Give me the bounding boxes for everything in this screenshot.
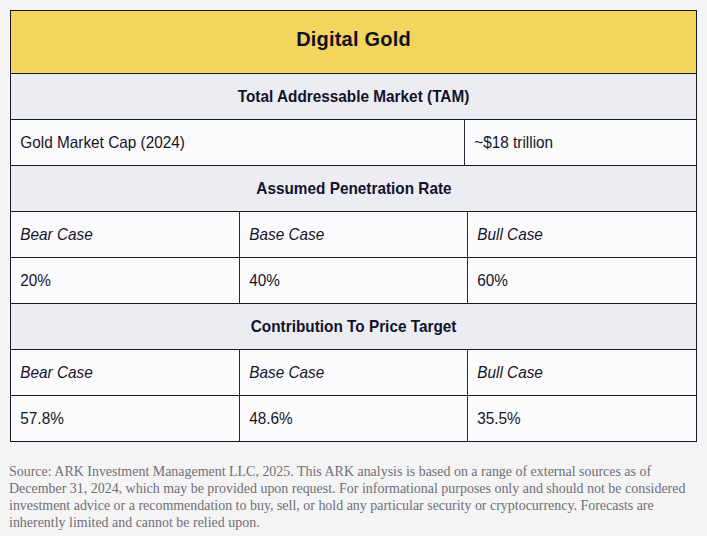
table-cell: Bear Case bbox=[11, 350, 223, 395]
table-row: Bear Case Base Case Bull Case bbox=[11, 349, 696, 395]
table-cell: Bear Case bbox=[11, 212, 223, 257]
digital-gold-table: Digital Gold Total Addressable Market (T… bbox=[10, 10, 697, 442]
table-cell: Gold Market Cap (2024) bbox=[11, 120, 432, 165]
table-title: Digital Gold bbox=[296, 28, 411, 51]
section-header-label: Total Addressable Market (TAM) bbox=[238, 87, 470, 106]
table-cell: 35.5% bbox=[467, 396, 680, 441]
table-cell: 48.6% bbox=[239, 396, 452, 441]
table-row: Gold Market Cap (2024) ~$18 trillion bbox=[11, 119, 696, 165]
table-row: Bear Case Base Case Bull Case bbox=[11, 211, 696, 257]
source-disclaimer: Source: ARK Investment Management LLC, 2… bbox=[9, 463, 707, 531]
source-disclaimer-line: inherently limited and cannot be relied … bbox=[9, 514, 685, 531]
table-title-row: Digital Gold bbox=[11, 11, 696, 73]
table-cell: 60% bbox=[467, 258, 680, 303]
source-disclaimer-line: Source: ARK Investment Management LLC, 2… bbox=[9, 463, 685, 480]
source-disclaimer-line: investment advice or a recommendation to… bbox=[9, 497, 685, 514]
table-cell: 20% bbox=[11, 258, 223, 303]
section-header-penetration: Assumed Penetration Rate bbox=[11, 165, 696, 211]
table-cell: Bull Case bbox=[467, 212, 680, 257]
table-cell: Base Case bbox=[239, 350, 452, 395]
source-disclaimer-line: December 31, 2024, which may be provided… bbox=[9, 480, 685, 497]
section-header-label: Contribution To Price Target bbox=[251, 317, 457, 336]
table-row: 57.8% 48.6% 35.5% bbox=[11, 395, 696, 441]
table-cell: ~$18 trillion bbox=[464, 120, 680, 165]
table-cell: Base Case bbox=[239, 212, 452, 257]
section-header-tam: Total Addressable Market (TAM) bbox=[11, 73, 696, 119]
table-cell: 57.8% bbox=[11, 396, 223, 441]
table-cell: Bull Case bbox=[467, 350, 680, 395]
section-header-contribution: Contribution To Price Target bbox=[11, 303, 696, 349]
section-header-label: Assumed Penetration Rate bbox=[256, 179, 451, 198]
table-row: 20% 40% 60% bbox=[11, 257, 696, 303]
table-cell: 40% bbox=[239, 258, 452, 303]
